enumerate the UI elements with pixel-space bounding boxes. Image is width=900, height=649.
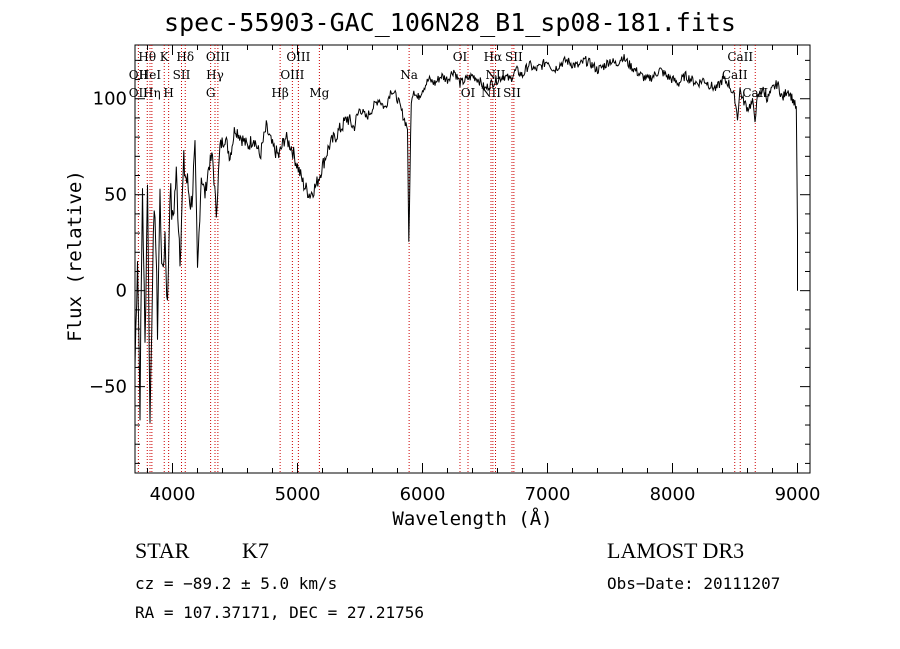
x-tick-label: 6000 <box>400 484 446 505</box>
line-label: OI <box>461 86 476 100</box>
x-tick-label: 8000 <box>650 484 696 505</box>
line-label: OII <box>129 86 149 100</box>
line-label: Hγ <box>206 68 224 82</box>
y-tick-label: 50 <box>104 185 127 206</box>
line-label: Hη <box>143 86 161 100</box>
line-label: G <box>206 86 216 100</box>
obs-date: Obs−Date: 20111207 <box>607 574 781 593</box>
spectrum-line <box>134 54 798 423</box>
line-label: SII <box>503 86 521 100</box>
line-label: CaII <box>742 86 768 100</box>
line-label: Hα <box>484 50 503 64</box>
tick-labels: 4000 5000 6000 7000 8000 9000 −50 0 50 100 <box>89 89 820 505</box>
line-label: Na <box>400 68 418 82</box>
line-label: OII <box>129 68 149 82</box>
x-tick-label: 4000 <box>150 484 196 505</box>
line-label: NII <box>481 86 501 100</box>
line-label: OIII <box>206 50 230 64</box>
y-tick-label: 0 <box>116 281 127 302</box>
x-tick-label: 5000 <box>275 484 321 505</box>
y-tick-label: 100 <box>93 89 127 110</box>
line-label: Mg <box>309 86 329 100</box>
line-label: SII <box>505 50 523 64</box>
coordinates: RA = 107.37171, DEC = 27.21756 <box>135 603 424 622</box>
plot-frame <box>134 44 811 474</box>
x-tick-label: 9000 <box>775 484 821 505</box>
object-class: STAR <box>135 538 190 563</box>
line-label: K <box>160 50 170 64</box>
y-axis-label: Flux (relative) <box>64 170 86 342</box>
line-markers <box>137 45 756 473</box>
chart-title: spec-55903-GAC_106N28_B1_sp08-181.fits <box>164 8 736 37</box>
line-label: SII <box>173 68 191 82</box>
x-axis-label: Wavelength (Å) <box>392 508 553 530</box>
line-label: CaII <box>722 68 748 82</box>
line-label: OIII <box>286 50 310 64</box>
x-tick-label: 7000 <box>525 484 571 505</box>
line-label: H <box>163 86 173 100</box>
line-label: Hβ <box>271 86 288 100</box>
axis-ticks <box>135 45 810 473</box>
y-tick-label: −50 <box>89 377 127 398</box>
survey-name: LAMOST DR3 <box>607 538 745 563</box>
line-label: OIII <box>280 68 304 82</box>
object-subclass: K7 <box>242 538 269 563</box>
line-label: CaII <box>727 50 753 64</box>
line-label: Hδ <box>176 50 194 64</box>
line-label: NII <box>486 68 506 82</box>
line-label: HeI <box>139 68 162 82</box>
line-label: Hθ <box>138 50 156 64</box>
line-label: OI <box>453 50 468 64</box>
redshift-text: cz = −89.2 ± 5.0 km/s <box>135 574 338 593</box>
